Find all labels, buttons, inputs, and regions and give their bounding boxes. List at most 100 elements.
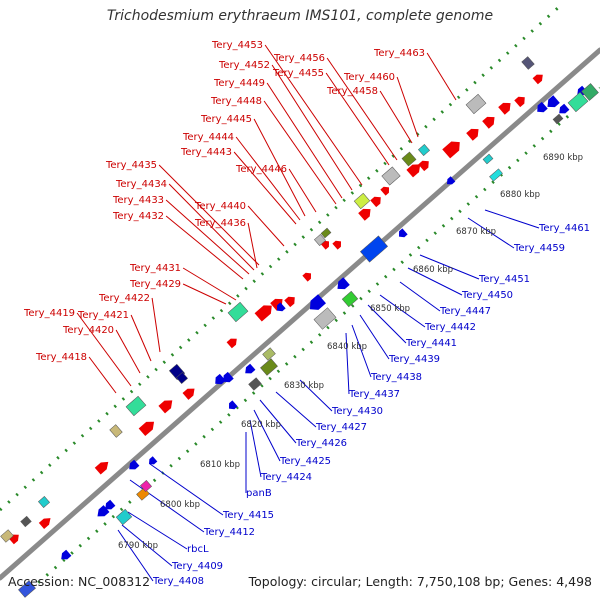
reverse-gene-arrow[interactable]	[306, 294, 326, 314]
reverse-gene-box[interactable]	[313, 307, 337, 330]
reverse-gene-label[interactable]: Tery_4409	[171, 561, 223, 572]
reverse-gene-box[interactable]	[581, 83, 599, 101]
reverse-gene-label[interactable]: Tery_4412	[203, 527, 255, 538]
forward-gene-box[interactable]	[353, 192, 371, 210]
forward-gene-arrow[interactable]	[370, 194, 383, 208]
forward-gene-box[interactable]	[227, 301, 249, 323]
forward-gene-arrow[interactable]	[482, 113, 498, 129]
forward-gene-label[interactable]: Tery_4419	[23, 308, 75, 319]
reverse-gene-label[interactable]: Tery_4408	[152, 576, 204, 587]
reverse-gene-box[interactable]	[260, 358, 278, 376]
reverse-gene-box[interactable]	[552, 113, 564, 125]
reverse-gene-arrow[interactable]	[212, 373, 226, 387]
reverse-gene-label[interactable]: Tery_4447	[439, 306, 491, 317]
forward-gene-label[interactable]: Tery_4433	[112, 195, 164, 206]
reverse-gene-arrow[interactable]	[127, 459, 140, 473]
forward-gene-arrow[interactable]	[332, 238, 343, 250]
reverse-gene-arrow[interactable]	[103, 499, 116, 513]
forward-gene-arrow[interactable]	[302, 270, 313, 282]
reverse-gene-arrow[interactable]	[95, 505, 110, 520]
forward-gene-label[interactable]: Tery_4456	[273, 53, 325, 64]
reverse-gene-arrow[interactable]	[59, 549, 72, 563]
forward-gene-label[interactable]: Tery_4463	[373, 48, 425, 59]
forward-gene-box[interactable]	[38, 496, 50, 508]
forward-gene-label[interactable]: Tery_4458	[326, 86, 378, 97]
forward-gene-arrow[interactable]	[532, 72, 546, 85]
forward-gene-box[interactable]	[401, 151, 417, 167]
reverse-gene-label[interactable]: Tery_4459	[513, 243, 565, 254]
reverse-gene-box[interactable]	[18, 580, 36, 598]
forward-gene-arrow[interactable]	[138, 418, 158, 437]
forward-gene-label[interactable]: Tery_4435	[105, 160, 157, 171]
forward-gene-label[interactable]: Tery_4453	[211, 40, 263, 51]
reverse-gene-box[interactable]	[262, 347, 276, 361]
forward-gene-box[interactable]	[381, 166, 401, 186]
forward-gene-arrow[interactable]	[514, 94, 527, 108]
forward-gene-label[interactable]: Tery_4432	[112, 211, 164, 222]
forward-gene-arrow[interactable]	[182, 385, 198, 400]
reverse-gene-label[interactable]: Tery_4425	[279, 456, 331, 467]
reverse-gene-arrow[interactable]	[147, 456, 158, 467]
forward-gene-arrow[interactable]	[254, 301, 276, 322]
reverse-gene-arrow[interactable]	[243, 363, 256, 377]
reverse-gene-label[interactable]: Tery_4439	[388, 354, 440, 365]
reverse-gene-arrow[interactable]	[534, 101, 548, 115]
forward-gene-box[interactable]	[314, 234, 326, 246]
forward-gene-box[interactable]	[125, 395, 147, 417]
forward-gene-label[interactable]: Tery_4421	[77, 310, 129, 321]
forward-gene-label[interactable]: Tery_4460	[343, 72, 395, 83]
reverse-gene-label[interactable]: Tery_4451	[478, 274, 530, 285]
reverse-gene-label[interactable]: Tery_4437	[348, 389, 400, 400]
reverse-gene-label[interactable]: Tery_4442	[424, 322, 476, 333]
forward-gene-arrow[interactable]	[380, 184, 391, 196]
forward-gene-box[interactable]	[176, 372, 188, 384]
reverse-gene-label[interactable]: Tery_4415	[222, 510, 274, 521]
forward-gene-box[interactable]	[521, 56, 535, 70]
reverse-gene-label[interactable]: Tery_4427	[315, 422, 367, 433]
reverse-gene-label[interactable]: Tery_4441	[405, 338, 457, 349]
forward-gene-label[interactable]: Tery_4445	[200, 114, 252, 125]
reverse-gene-label[interactable]: rbcL	[187, 544, 209, 555]
reverse-gene-label[interactable]: Tery_4461	[538, 223, 590, 234]
forward-gene-label[interactable]: Tery_4452	[218, 60, 270, 71]
forward-gene-label[interactable]: Tery_4429	[129, 279, 181, 290]
reverse-gene-arrow[interactable]	[334, 277, 350, 292]
reverse-gene-box[interactable]	[341, 290, 359, 308]
reverse-gene-label[interactable]: Tery_4424	[260, 472, 312, 483]
forward-gene-box[interactable]	[320, 227, 332, 239]
forward-gene-box[interactable]	[20, 515, 32, 528]
forward-gene-box[interactable]	[418, 144, 430, 156]
forward-gene-label[interactable]: Tery_4455	[272, 68, 324, 79]
reverse-gene-box[interactable]	[115, 508, 133, 526]
forward-gene-arrow[interactable]	[498, 99, 514, 115]
forward-gene-box[interactable]	[109, 424, 123, 438]
forward-gene-arrow[interactable]	[226, 336, 240, 349]
reverse-gene-arrow[interactable]	[220, 371, 234, 385]
reverse-gene-arrow[interactable]	[274, 302, 286, 313]
forward-gene-label[interactable]: Tery_4422	[98, 293, 150, 304]
reverse-gene-arrow[interactable]	[557, 103, 570, 117]
reverse-gene-box[interactable]	[567, 91, 589, 113]
reverse-gene-label[interactable]: panB	[246, 488, 272, 499]
reverse-gene-label[interactable]: Tery_4438	[370, 372, 422, 383]
reverse-gene-arrow[interactable]	[396, 228, 408, 239]
forward-gene-label[interactable]: Tery_4443	[180, 147, 232, 158]
reverse-gene-box[interactable]	[489, 168, 503, 182]
forward-gene-arrow[interactable]	[158, 397, 175, 414]
reverse-gene-arrow[interactable]	[226, 400, 238, 411]
forward-gene-arrow[interactable]	[94, 459, 111, 475]
forward-gene-arrow[interactable]	[406, 161, 423, 178]
forward-gene-box[interactable]	[465, 93, 487, 115]
reverse-gene-box[interactable]	[248, 377, 262, 391]
forward-gene-arrow[interactable]	[442, 138, 463, 159]
reverse-gene-arrow[interactable]	[445, 176, 456, 187]
reverse-gene-box[interactable]	[359, 235, 389, 263]
reverse-gene-label[interactable]: Tery_4450	[461, 290, 513, 301]
reverse-gene-box[interactable]	[482, 153, 494, 165]
forward-gene-arrow[interactable]	[358, 205, 374, 221]
forward-gene-label[interactable]: Tery_4440	[194, 201, 246, 212]
forward-gene-label[interactable]: Tery_4418	[35, 352, 87, 363]
reverse-gene-label[interactable]: Tery_4430	[331, 406, 383, 417]
forward-gene-label[interactable]: Tery_4444	[182, 132, 234, 143]
forward-gene-arrow[interactable]	[38, 515, 53, 529]
